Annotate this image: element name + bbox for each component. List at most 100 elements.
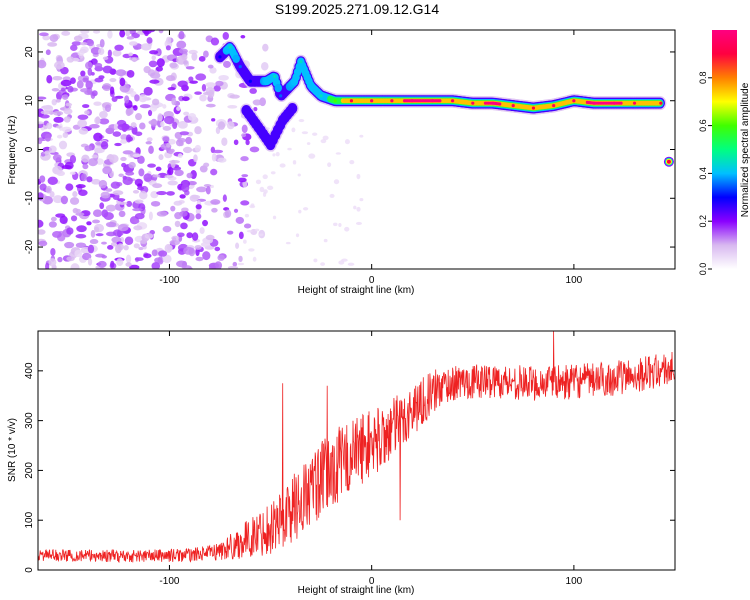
colorbar-tick-label: 0.6 bbox=[698, 119, 708, 132]
ridge-peak bbox=[273, 74, 277, 78]
noise-blob bbox=[84, 110, 90, 115]
noise-blob bbox=[98, 47, 105, 56]
noise-blob bbox=[39, 183, 47, 191]
noise-blob bbox=[110, 86, 115, 95]
noise-blob bbox=[177, 232, 185, 237]
noise-blob bbox=[113, 123, 119, 131]
noise-blob bbox=[48, 145, 57, 153]
noise-blob bbox=[40, 110, 52, 115]
colorbar-tick-label: 0.0 bbox=[698, 263, 708, 276]
noise-blob bbox=[126, 200, 133, 208]
noise-blob bbox=[135, 113, 142, 121]
noise-blob bbox=[92, 209, 103, 217]
noise-blob bbox=[205, 82, 216, 88]
noise-blob bbox=[295, 233, 300, 238]
noise-blob bbox=[45, 262, 50, 269]
noise-blob bbox=[120, 236, 125, 243]
noise-blob bbox=[272, 153, 276, 157]
noise-blob bbox=[167, 180, 178, 186]
noise-blob bbox=[208, 264, 217, 269]
noise-blob bbox=[87, 244, 95, 254]
noise-blob bbox=[202, 219, 209, 227]
noise-blob bbox=[238, 231, 244, 240]
noise-blob bbox=[359, 134, 364, 138]
noise-blob bbox=[344, 226, 350, 232]
noise-blob bbox=[94, 226, 100, 233]
noise-blob bbox=[335, 152, 342, 155]
noise-blob bbox=[166, 36, 172, 45]
noise-blob bbox=[157, 113, 163, 122]
noise-blob bbox=[171, 97, 177, 106]
noise-blob bbox=[75, 208, 81, 213]
ridge-peak bbox=[632, 101, 637, 105]
noise-blob bbox=[46, 74, 53, 84]
noise-blob bbox=[356, 173, 361, 180]
noise-blob bbox=[166, 191, 175, 196]
y-tick-label: 300 bbox=[24, 412, 35, 429]
noise-blob bbox=[76, 225, 87, 233]
noise-blob bbox=[38, 137, 43, 145]
snr-y-axis-label: SNR (10 * v/v) bbox=[7, 418, 18, 482]
noise-blob bbox=[174, 220, 181, 228]
noise-blob bbox=[174, 212, 182, 220]
noise-blob bbox=[285, 241, 291, 245]
noise-blob bbox=[177, 80, 188, 88]
noise-blob bbox=[119, 77, 126, 87]
noise-blob bbox=[200, 242, 211, 247]
noise-blob bbox=[95, 233, 104, 237]
noise-blob bbox=[63, 116, 71, 123]
ridge-peak bbox=[228, 45, 232, 49]
noise-blob bbox=[61, 94, 69, 100]
noise-blob bbox=[102, 83, 112, 91]
y-tick-label: 400 bbox=[24, 362, 35, 379]
ridge-cell bbox=[619, 101, 623, 105]
noise-blob bbox=[124, 236, 134, 245]
noise-blob bbox=[116, 258, 124, 266]
noise-blob bbox=[86, 221, 92, 226]
y-tick-label: 100 bbox=[24, 511, 35, 528]
noise-blob bbox=[103, 212, 114, 221]
noise-blob bbox=[218, 121, 226, 130]
noise-blob bbox=[128, 52, 134, 57]
noise-blob bbox=[99, 110, 108, 119]
noise-blob bbox=[306, 142, 311, 146]
ridge-peak bbox=[333, 99, 337, 103]
noise-blob bbox=[71, 41, 82, 46]
spectrogram-y-ticks: 20 10 0 -10 -20 bbox=[24, 46, 675, 254]
noise-blob bbox=[195, 204, 202, 210]
noise-blob bbox=[110, 181, 121, 189]
noise-blob bbox=[134, 257, 144, 261]
noise-blob bbox=[177, 153, 183, 159]
noise-blob bbox=[272, 215, 277, 220]
ridge-peak bbox=[612, 101, 616, 105]
noise-blob bbox=[148, 60, 158, 68]
noise-blob bbox=[327, 162, 332, 168]
noise-blob bbox=[323, 238, 328, 243]
noise-blob bbox=[112, 190, 124, 196]
x-tick-label: 0 bbox=[369, 275, 375, 286]
noise-blob bbox=[212, 149, 224, 154]
noise-blob bbox=[62, 132, 69, 138]
noise-blob bbox=[101, 255, 107, 259]
noise-blob bbox=[347, 262, 355, 266]
noise-blob bbox=[72, 191, 78, 198]
noise-blob bbox=[91, 178, 101, 185]
noise-blob bbox=[147, 30, 155, 33]
heatmap-noise-blobs bbox=[38, 30, 364, 269]
noise-blob bbox=[312, 132, 318, 136]
y-tick-label: -20 bbox=[24, 239, 35, 254]
noise-blob bbox=[38, 96, 47, 100]
ridge-peak bbox=[238, 64, 242, 69]
noise-blob bbox=[101, 241, 107, 245]
snr-series-line bbox=[38, 331, 675, 563]
noise-blob bbox=[248, 248, 255, 252]
noise-blob bbox=[233, 139, 239, 146]
noise-blob bbox=[111, 236, 122, 243]
noise-blob bbox=[90, 229, 96, 238]
noise-blob bbox=[207, 64, 214, 69]
noise-blob bbox=[45, 185, 52, 194]
noise-blob bbox=[107, 30, 113, 39]
noise-blob bbox=[82, 163, 89, 170]
